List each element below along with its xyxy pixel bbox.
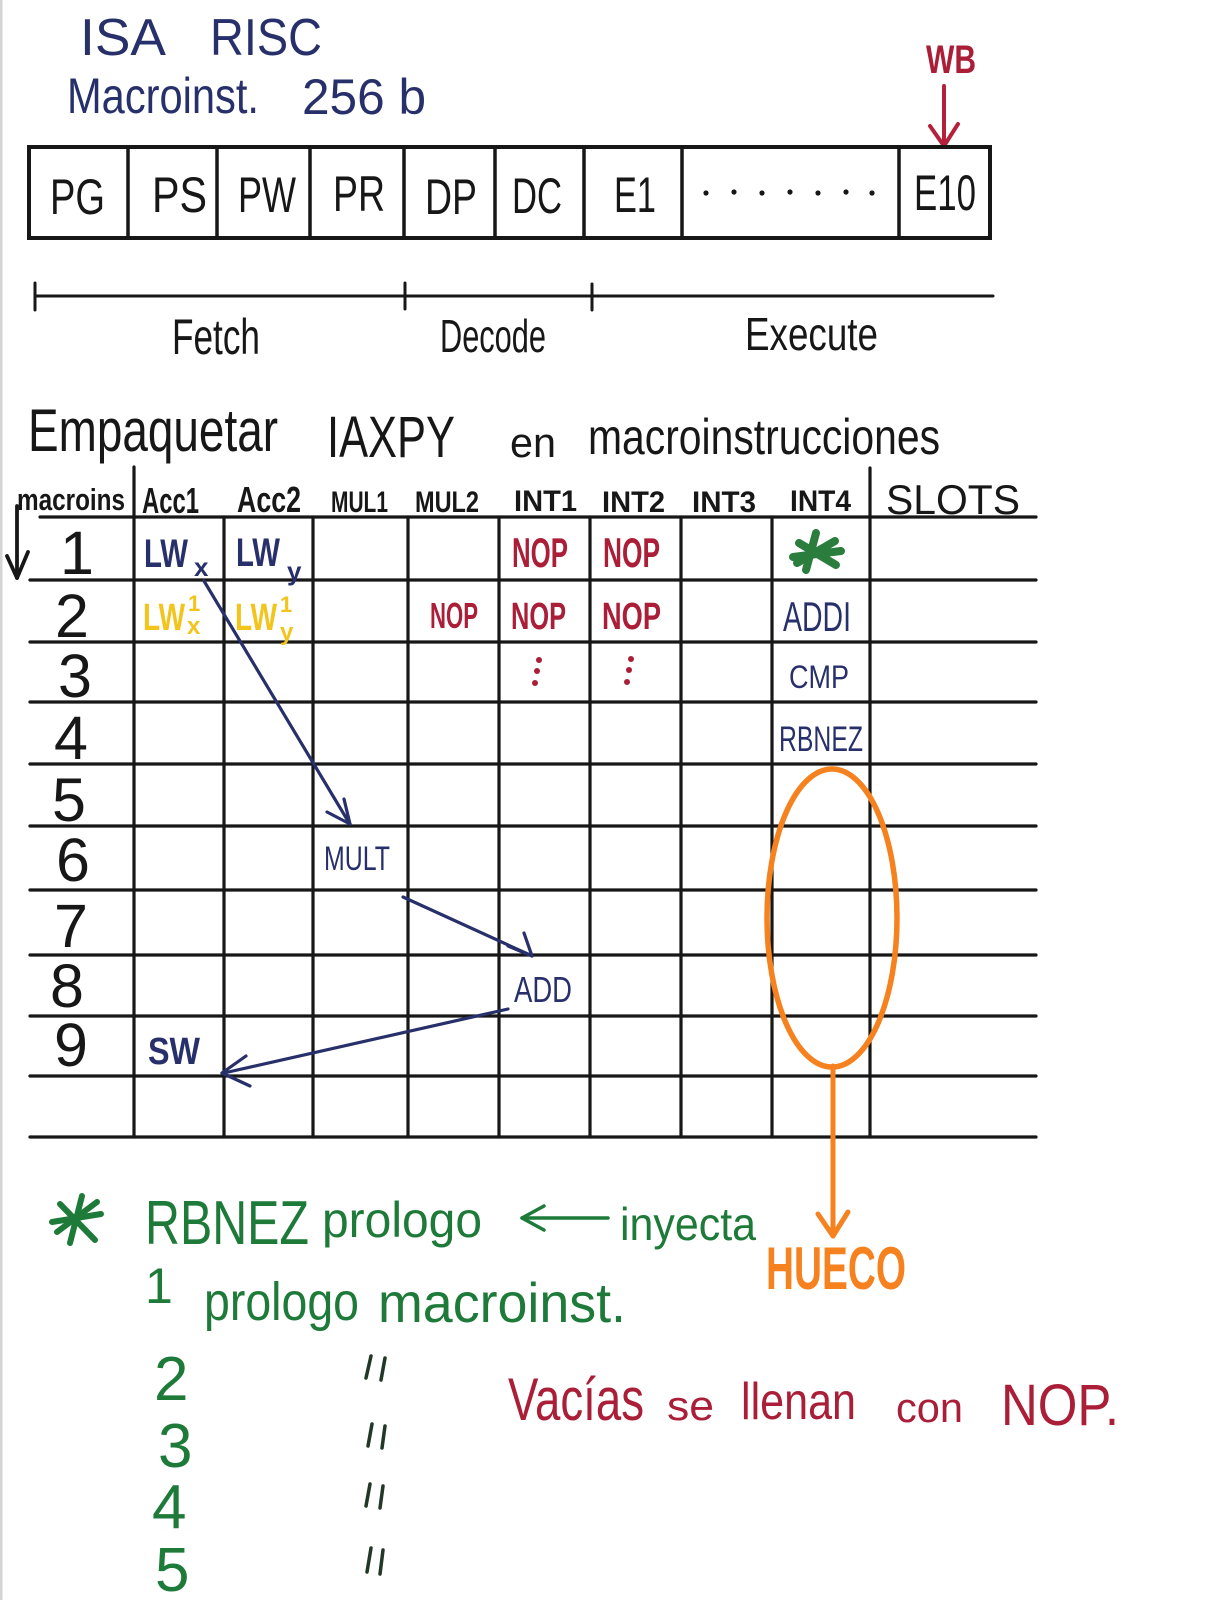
svg-text:con: con <box>896 1384 963 1431</box>
svg-text:Fetch: Fetch <box>172 309 260 365</box>
svg-text:1: 1 <box>188 591 200 616</box>
svg-text:1: 1 <box>280 592 292 617</box>
svg-text:x: x <box>187 613 201 640</box>
svg-text:MULT: MULT <box>324 840 390 878</box>
svg-text:1: 1 <box>145 1258 173 1314</box>
svg-text:Empaquetar: Empaquetar <box>28 397 278 464</box>
svg-text:LW: LW <box>144 532 188 576</box>
svg-text:256 b: 256 b <box>302 69 426 125</box>
svg-text:ADDI: ADDI <box>783 593 851 640</box>
svg-text:Acc2: Acc2 <box>237 479 301 520</box>
svg-text:y: y <box>287 556 302 586</box>
svg-text:SW: SW <box>148 1031 200 1073</box>
svg-text:macroins: macroins <box>17 482 125 517</box>
svg-text:RISC: RISC <box>210 9 322 67</box>
svg-text:NOP: NOP <box>512 529 568 576</box>
svg-text:Acc1: Acc1 <box>142 480 199 521</box>
svg-text:prologo: prologo <box>204 1272 359 1332</box>
svg-text:4: 4 <box>54 704 88 772</box>
svg-text:INT2: INT2 <box>602 486 665 519</box>
svg-text:Macroinst.: Macroinst. <box>67 68 259 124</box>
svg-text:LW: LW <box>236 531 280 575</box>
svg-text:ADD: ADD <box>514 969 572 1010</box>
svg-text:y: y <box>280 619 294 646</box>
svg-text:RBNEZ: RBNEZ <box>145 1189 309 1258</box>
svg-text:NOP: NOP <box>430 595 478 636</box>
svg-text:LW: LW <box>235 597 277 639</box>
svg-text:E1: E1 <box>614 167 656 223</box>
svg-text:WB: WB <box>926 38 976 82</box>
svg-text:7: 7 <box>54 892 88 960</box>
svg-text:DC: DC <box>512 168 562 224</box>
svg-text:1: 1 <box>60 519 94 587</box>
svg-text:RBNEZ: RBNEZ <box>779 720 863 759</box>
svg-text:9: 9 <box>54 1011 88 1079</box>
svg-text:DP: DP <box>425 169 477 225</box>
svg-text:macroinst.: macroinst. <box>378 1271 626 1334</box>
svg-text:NOP: NOP <box>511 596 566 638</box>
svg-text:8: 8 <box>50 952 84 1020</box>
svg-text:3: 3 <box>158 1412 192 1481</box>
svg-text:INT4: INT4 <box>790 485 851 518</box>
svg-text:Decode: Decode <box>440 310 546 362</box>
svg-text:INT3: INT3 <box>692 486 756 519</box>
svg-text:CMP: CMP <box>789 659 849 695</box>
svg-text:PS: PS <box>152 167 207 223</box>
svg-text:NOP: NOP <box>603 529 660 576</box>
svg-text:6: 6 <box>56 826 90 894</box>
svg-text:2: 2 <box>154 1345 188 1414</box>
svg-text:x: x <box>194 552 209 582</box>
svg-text:NOP.: NOP. <box>1001 1373 1119 1438</box>
svg-text:IAXPY: IAXPY <box>327 405 455 470</box>
svg-text:5: 5 <box>52 766 86 834</box>
svg-text:en: en <box>510 419 556 466</box>
svg-text:PW: PW <box>238 167 297 223</box>
svg-text:E10: E10 <box>914 165 976 221</box>
svg-text:Execute: Execute <box>745 308 878 360</box>
svg-text:SLOTS: SLOTS <box>886 476 1020 523</box>
svg-text:Vacías: Vacías <box>508 1366 644 1433</box>
svg-text:MUL1: MUL1 <box>331 486 388 519</box>
svg-text:NOP: NOP <box>602 596 661 638</box>
svg-text:5: 5 <box>155 1536 189 1600</box>
svg-text:2: 2 <box>55 582 89 650</box>
svg-text:inyecta: inyecta <box>620 1198 756 1250</box>
svg-text:MUL2: MUL2 <box>415 486 479 519</box>
svg-text:PR: PR <box>333 166 385 222</box>
svg-text:prologo: prologo <box>322 1192 482 1248</box>
svg-text:INT1: INT1 <box>514 485 577 518</box>
svg-text:ISA: ISA <box>80 9 166 67</box>
svg-text:4: 4 <box>152 1473 186 1542</box>
svg-text:3: 3 <box>58 642 92 710</box>
svg-text:HUECO: HUECO <box>766 1235 906 1302</box>
svg-text:LW: LW <box>143 597 185 639</box>
svg-text:se: se <box>667 1382 714 1429</box>
svg-text:macroinstrucciones: macroinstrucciones <box>588 409 940 465</box>
svg-text:llenan: llenan <box>741 1373 856 1431</box>
svg-text:PG: PG <box>50 169 105 225</box>
